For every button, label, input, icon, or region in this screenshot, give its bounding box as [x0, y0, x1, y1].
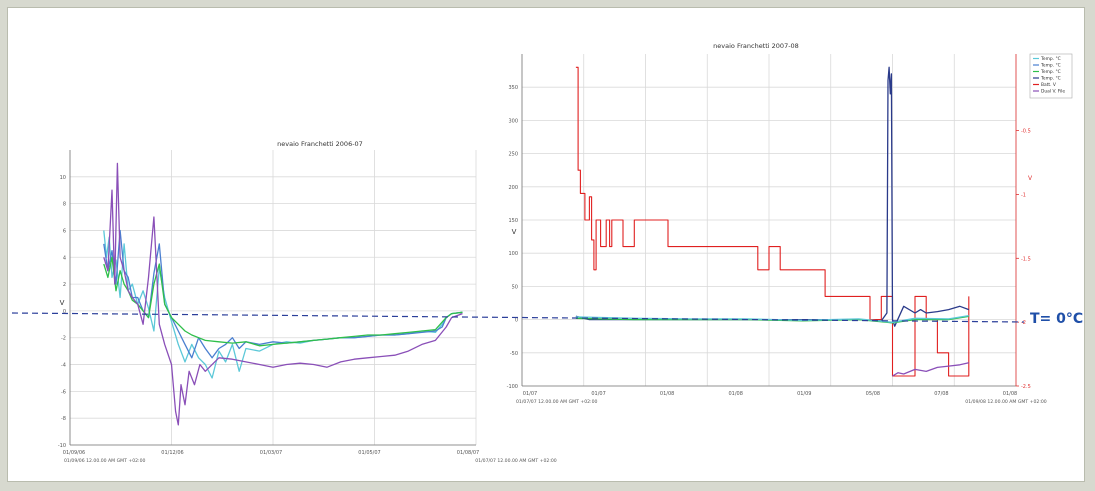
- data-series-line: [103, 256, 463, 347]
- x-tick-label: 01/05/07: [358, 450, 380, 456]
- x-tick-label: 01/08: [1003, 391, 1017, 397]
- x-tick-label: 01/07: [523, 391, 537, 397]
- x-tick-label: 01/07: [591, 391, 605, 397]
- x-tick-label: 01/12/06: [161, 450, 183, 456]
- y-tick-label: 250: [508, 152, 518, 158]
- figure-frame: -10 -8 -6 -4 -2 0 2 4 6 8 10 nevaio Franchetti 2006…: [7, 7, 1085, 482]
- y-tick-label: 0: [63, 309, 66, 315]
- legend-entry: Dual V. File: [1041, 89, 1065, 95]
- right-y-tick-label: -2: [1021, 320, 1026, 326]
- y-tick-label: 350: [508, 85, 518, 91]
- x-tick-label: 05/08: [866, 391, 880, 397]
- x-tick-label: 01/03/07: [260, 450, 282, 456]
- right-y-axis-label: V: [1028, 175, 1033, 182]
- x-tick-label: 01/09: [797, 391, 811, 397]
- x-tick-label: 01/08: [660, 391, 674, 397]
- chart-right-2007-08: -100 -50 0 50 100 150 200 250 300 350 nevaio Franc…: [507, 42, 1073, 405]
- x-tick-label: 01/08/07: [457, 450, 479, 456]
- x-tick-label: 01/09/06: [63, 450, 85, 456]
- legend-entry: Batt. V: [1041, 82, 1056, 88]
- x-range-start-label: 01/09/06 12.00.00 AM GMT +02:00: [64, 458, 146, 464]
- legend-entry: Temp. °C: [1040, 63, 1061, 69]
- y-tick-label: -4: [61, 363, 66, 369]
- data-series-line: [575, 66, 970, 327]
- y-axis-label: V: [512, 228, 517, 236]
- y-tick-label: 4: [63, 255, 66, 261]
- y-tick-label: 0: [515, 318, 518, 324]
- x-range-end-label: 01/07/07 12.00.00 AM GMT +02:00: [475, 458, 557, 464]
- data-series-line: [575, 66, 970, 377]
- y-tick-label: 2: [63, 282, 66, 288]
- chart-left-2006-07: -10 -8 -6 -4 -2 0 2 4 6 8 10 nevaio Franchetti 2006…: [58, 140, 557, 464]
- y-tick-label: 50: [512, 284, 518, 290]
- y-axis-label: V: [60, 299, 65, 307]
- chart-title: nevaio Franchetti 2007-08: [713, 42, 799, 50]
- y-tick-label: -6: [61, 389, 66, 395]
- legend-entry: Temp. °C: [1040, 76, 1061, 82]
- y-tick-label: 200: [508, 185, 518, 191]
- y-tick-label: -100: [507, 384, 518, 390]
- legend-entry: Temp. °C: [1040, 69, 1061, 75]
- y-tick-label: 6: [63, 228, 66, 234]
- data-series-line: [103, 229, 463, 359]
- x-range-end-label: 01/09/08 12.00.00 AM GMT +02:00: [965, 399, 1047, 405]
- y-tick-label: 100: [508, 251, 518, 257]
- right-y-tick-label: -1.5: [1021, 256, 1031, 262]
- zero-degree-annotation: T= 0°C: [1030, 311, 1083, 327]
- y-tick-label: 8: [63, 202, 66, 208]
- x-tick-label: 01/08: [729, 391, 743, 397]
- right-y-tick-label: -1: [1021, 192, 1026, 198]
- chart-title: nevaio Franchetti 2006-07: [277, 140, 363, 148]
- y-tick-label: -2: [61, 336, 66, 342]
- y-tick-label: -10: [58, 443, 66, 449]
- x-tick-label: 07/08: [934, 391, 948, 397]
- y-tick-label: 300: [508, 118, 518, 124]
- right-y-tick-label: -2.5: [1021, 384, 1031, 390]
- right-y-tick-label: -0.5: [1021, 129, 1031, 135]
- y-tick-label: 10: [60, 175, 66, 181]
- y-tick-label: -8: [61, 416, 66, 422]
- x-range-start-label: 01/07/07 12.00.00 AM GMT +02:00: [516, 399, 598, 405]
- data-series-line: [892, 362, 969, 377]
- legend-entry: Temp. °C: [1040, 56, 1061, 62]
- y-tick-label: 150: [508, 218, 518, 224]
- zero-reference-line: [11, 312, 1025, 323]
- data-series-line: [103, 162, 463, 426]
- y-tick-label: -50: [510, 351, 518, 357]
